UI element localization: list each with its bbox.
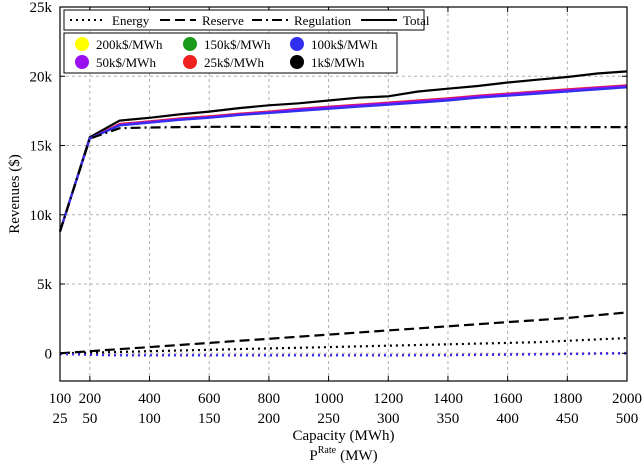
case-color-legend: 200k$/MWh 150k$/MWh 100k$/MWh 50k$/MWh 25k$/… [63,32,398,74]
y-tick-label: 15k [30,139,53,155]
legend-label: 1k$/MWh [311,55,365,70]
series-line [59,337,628,355]
x-tick-label: 200 [79,391,102,407]
legend-box [63,9,425,31]
x2-tick-label: 300 [377,411,400,427]
series-line [58,86,628,232]
x-tick-label: 100 [49,391,72,407]
x2-tick-label: 150 [198,411,221,427]
series-line [59,311,628,355]
x-tick-label: 600 [198,391,221,407]
legend-marker [290,55,304,69]
x2-tick-label: 250 [317,411,340,427]
x-tick-label: 1600 [493,391,523,407]
x2-axis-label: PRate (MW) [309,445,377,464]
legend-label: Regulation [294,13,352,28]
legend-marker [75,37,89,51]
y-tick-label: 10k [30,208,53,224]
x-tick-labels: 100 200 400 600 800 1000 1200 1400 1600 1800 2000 [49,391,642,407]
legend-label: 50k$/MWh [96,55,156,70]
x-tick-label: 800 [258,391,281,407]
series-lines [58,70,628,357]
x-tick-label: 1400 [433,391,463,407]
y-tick-label: 20k [30,69,53,85]
y-tick-labels: 0 5k 10k 15k 20k 25k [30,0,53,362]
x2-tick-label: 450 [556,411,579,427]
x2-tick-label: 100 [138,411,161,427]
legend-label: Total [403,13,430,28]
x2-tick-label: 500 [616,411,639,427]
legend-label: 25k$/MWh [204,55,264,70]
x-tick-label: 1800 [552,391,582,407]
x-tick-label: 400 [138,391,161,407]
x-tick-label: 1000 [314,391,344,407]
x2-tick-label: 25 [53,411,68,427]
x2-tick-labels: 25 50 100 150 200 250 300 350 400 450 500 [53,411,639,427]
legend-marker [75,55,89,69]
series-line [58,125,627,232]
legend-label: 100k$/MWh [311,37,378,52]
legend-marker [290,37,304,51]
x2-tick-label: 50 [82,411,97,427]
y-axis-label: Revenues ($) [7,154,23,234]
legend-label: Reserve [202,13,244,28]
x2-tick-label: 350 [437,411,460,427]
x2-axis-label-sup: Rate [318,445,337,456]
x2-axis-label-main: P [309,448,317,464]
y-tick-label: 5k [37,277,53,293]
x2-axis-label-unit: (MW) [340,448,378,464]
x-tick-label: 1200 [373,391,403,407]
y-tick-label: 25k [30,0,53,16]
legend-label: 150k$/MWh [204,37,271,52]
y-tick-label: 0 [45,346,53,362]
series-line [59,352,628,357]
x-tick-label: 2000 [612,391,642,407]
x-axis-label: Capacity (MWh) [292,428,394,444]
x2-tick-label: 400 [496,411,519,427]
series-line [58,70,628,232]
legend-marker [183,55,197,69]
legend-label: 200k$/MWh [96,37,163,52]
line-style-legend: Energy Reserve Regulation Total [63,9,430,31]
legend-label: Energy [112,13,150,28]
plot-frame [59,6,628,382]
legend-box [63,32,398,74]
legend-marker [183,37,197,51]
x2-tick-label: 200 [258,411,281,427]
